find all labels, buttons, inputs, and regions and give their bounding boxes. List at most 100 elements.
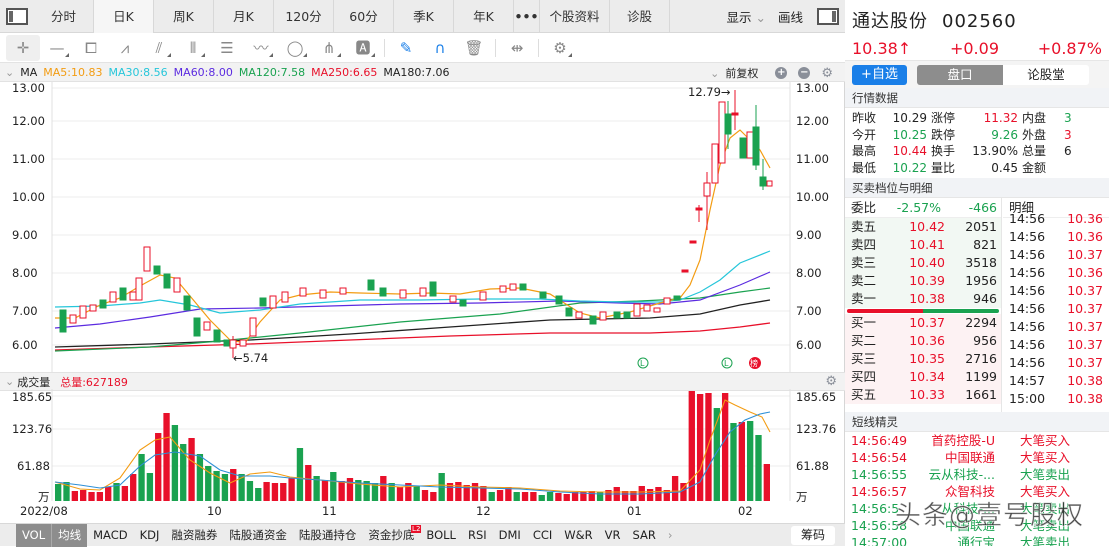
tab-yearly-k[interactable]: 年K (454, 0, 514, 33)
magnet-icon[interactable]: ∩ (434, 38, 446, 57)
trade-detail-row: 14:56 10.36 (1009, 211, 1103, 226)
sprite-row[interactable]: 14:56:5 从科技-... 大笔卖出 (851, 501, 1070, 516)
order-book: 委比 -2.57% -466 卖五 10.42 2051 卖四 10.41 821 卖三 10… (845, 198, 1109, 412)
divider (495, 38, 496, 57)
crosshair-icon[interactable]: ✛ (6, 34, 40, 61)
ask-row[interactable]: 卖五 10.42 2051 (845, 218, 1001, 236)
stock-header: 通达股份 002560 10.38↑ +0.09 +0.87% (845, 0, 1109, 61)
quote-row: 最低 10.22 量比 0.45 金额 (852, 160, 1047, 175)
more-tabs-button[interactable]: ••• (514, 0, 540, 33)
split-icon[interactable]: ⇹ (510, 38, 524, 57)
tab-forum[interactable]: 论股堂 (1003, 64, 1089, 85)
bid-row[interactable]: 买三 10.35 2716 (845, 350, 1001, 368)
gear-icon[interactable]: ⚙ (825, 374, 837, 389)
date-axis: 2022/08 10 11 12 01 02 (20, 504, 753, 518)
tab-diagnose[interactable]: 诊股 (610, 0, 670, 33)
ask-row[interactable]: 卖一 10.38 946 (845, 290, 1001, 308)
bid-row[interactable]: 买四 10.34 1199 (845, 368, 1001, 386)
tab-quarterly-k[interactable]: 季K (394, 0, 454, 33)
sprite-row[interactable]: 14:56:58 中国联通 大笔卖出 (851, 518, 1070, 533)
detail-header: 明细 (1003, 198, 1109, 218)
tab-daily-k[interactable]: 日K (94, 0, 154, 33)
tab-weekly-k[interactable]: 周K (154, 0, 214, 33)
indicator-vol[interactable]: VOL (16, 523, 52, 547)
display-dropdown[interactable]: 显示 ⌄ (726, 9, 766, 25)
eraser-icon[interactable]: ✎ (399, 38, 413, 57)
indicator-cci[interactable]: CCI (532, 527, 553, 542)
indicator-macd[interactable]: MACD (93, 527, 128, 542)
volume-chart[interactable] (0, 389, 845, 501)
tab-60min[interactable]: 60分 (334, 0, 394, 33)
indicator-hk-holding[interactable]: 陆股通持仓 (298, 527, 357, 542)
sprite-row[interactable]: 14:56:55 云从科技-... 大笔卖出 (851, 467, 1070, 482)
volume-total: 总量:627189 (60, 375, 128, 389)
sprite-row[interactable]: 14:56:57 众智科技 大笔买入 (851, 484, 1070, 499)
add-watchlist-button[interactable]: +自选 (852, 64, 907, 85)
parallel-tool-icon[interactable]: ⫽ (142, 35, 176, 61)
candlestick-chart[interactable]: 12.79→ ←5.74 L L 榜 (0, 82, 845, 372)
indicator-wr[interactable]: W&R (564, 527, 593, 542)
ask-row[interactable]: 卖三 10.40 3518 (845, 254, 1001, 272)
left-panel-toggle-icon[interactable] (6, 7, 28, 25)
ask-row[interactable]: 卖二 10.39 1956 (845, 272, 1001, 290)
line-tool-icon[interactable]: — (40, 35, 74, 61)
bid-row[interactable]: 买二 10.36 956 (845, 332, 1001, 350)
right-panel-toggle-icon[interactable] (817, 7, 839, 25)
rectangle-tool-icon[interactable]: ⧠ (84, 38, 97, 57)
ask-row[interactable]: 卖四 10.41 821 (845, 236, 1001, 254)
indicator-dmi[interactable]: DMI (498, 527, 521, 542)
zoom-out-icon[interactable]: − (798, 67, 811, 79)
polyline-icon[interactable]: 〰 (244, 35, 278, 61)
indicator-vr[interactable]: VR (604, 527, 621, 542)
pitchfork-icon[interactable]: ⋔ (312, 35, 346, 61)
sprite-row[interactable]: 14:56:54 中国联通 大笔买入 (851, 450, 1070, 465)
tab-120min[interactable]: 120分 (274, 0, 334, 33)
indicator-hk-flow[interactable]: 陆股通资金 (229, 527, 287, 542)
chevron-right-icon[interactable]: › (667, 527, 673, 542)
divider (384, 38, 385, 57)
chip-distribution-button[interactable]: 筹码 (790, 526, 835, 545)
settings-icon[interactable]: ⚙ (543, 35, 577, 61)
tab-order-book[interactable]: 盘口 (917, 64, 1003, 85)
stock-code: 002560 (942, 11, 1017, 32)
bid-row[interactable]: 买五 10.33 1661 (845, 386, 1001, 404)
trade-detail-row: 14:56 10.37 (1009, 337, 1103, 352)
trade-detail-row: 14:56 10.36 (1009, 265, 1103, 280)
drawing-toolbar: ✛ — ⧠ ⩘ ⫽ ⦀ ☰ 〰 ◯ ⋔ 🅰 ✎ ∩ 🗑 ⇹ ⚙ (0, 33, 845, 63)
vertical-lines-icon[interactable]: ⦀ (176, 35, 210, 61)
collapse-chevron-icon[interactable]: ⌄ (5, 375, 15, 388)
trade-detail-row: 14:56 10.37 (1009, 247, 1103, 262)
ma30-value: MA30:8.56 (108, 65, 168, 79)
sprite-row[interactable]: 14:56:49 首药控股-U 大笔买入 (851, 433, 1070, 448)
trash-icon[interactable]: 🗑 (464, 38, 484, 57)
trade-detail-row: 14:56 10.37 (1009, 355, 1103, 370)
trade-detail-row: 14:56 10.37 (1009, 301, 1103, 316)
weibi-row: 委比 -2.57% -466 (845, 198, 1001, 218)
indicator-rsi[interactable]: RSI (467, 527, 487, 542)
collapse-chevron-icon[interactable]: ⌄ (5, 65, 15, 79)
text-box-icon[interactable]: 🅰 (346, 35, 380, 61)
sprite-row[interactable]: 14:57:00 通行宝 大笔卖出 (851, 535, 1070, 546)
indicator-sar[interactable]: SAR (632, 527, 656, 542)
tab-fenshi[interactable]: 分时 (34, 0, 94, 33)
short-term-sprite-list: 14:56:49 首药控股-U 大笔买入 14:56:54 中国联通 大笔买入 14:56:… (845, 432, 1109, 546)
fan-tool-icon[interactable]: ⩘ (120, 38, 130, 57)
indicator-bottom-fishing[interactable]: 资金抄底 L2 (368, 524, 422, 542)
draw-lines-button[interactable]: 画线 (777, 9, 803, 25)
text-lines-icon[interactable]: ☰ (220, 38, 234, 57)
indicator-margin[interactable]: 融资融券 (171, 527, 218, 542)
high-annotation: 12.79→ (688, 85, 731, 99)
low-annotation: ←5.74 (233, 351, 268, 365)
ma-legend: ⌄ MA MA5:10.83 MA30:8.56 MA60:8.00 MA120… (0, 63, 845, 82)
bid-row[interactable]: 买一 10.37 2294 (845, 314, 1001, 332)
tab-monthly-k[interactable]: 月K (214, 0, 274, 33)
zoom-in-icon[interactable]: + (775, 67, 788, 79)
circle-tool-icon[interactable]: ◯ (278, 35, 312, 61)
adjust-dropdown[interactable]: ⌄ 前复权 (710, 67, 759, 80)
gear-icon[interactable]: ⚙ (821, 65, 833, 81)
indicator-tabs: VOL 均线 MACD KDJ 融资融券 陆股通资金 陆股通持仓 资金抄底 L2 … (0, 523, 845, 547)
indicator-ma[interactable]: 均线 (51, 523, 88, 547)
indicator-boll[interactable]: BOLL (426, 527, 456, 542)
indicator-kdj[interactable]: KDJ (139, 527, 160, 542)
tab-stock-profile[interactable]: 个股资料 (540, 0, 610, 33)
